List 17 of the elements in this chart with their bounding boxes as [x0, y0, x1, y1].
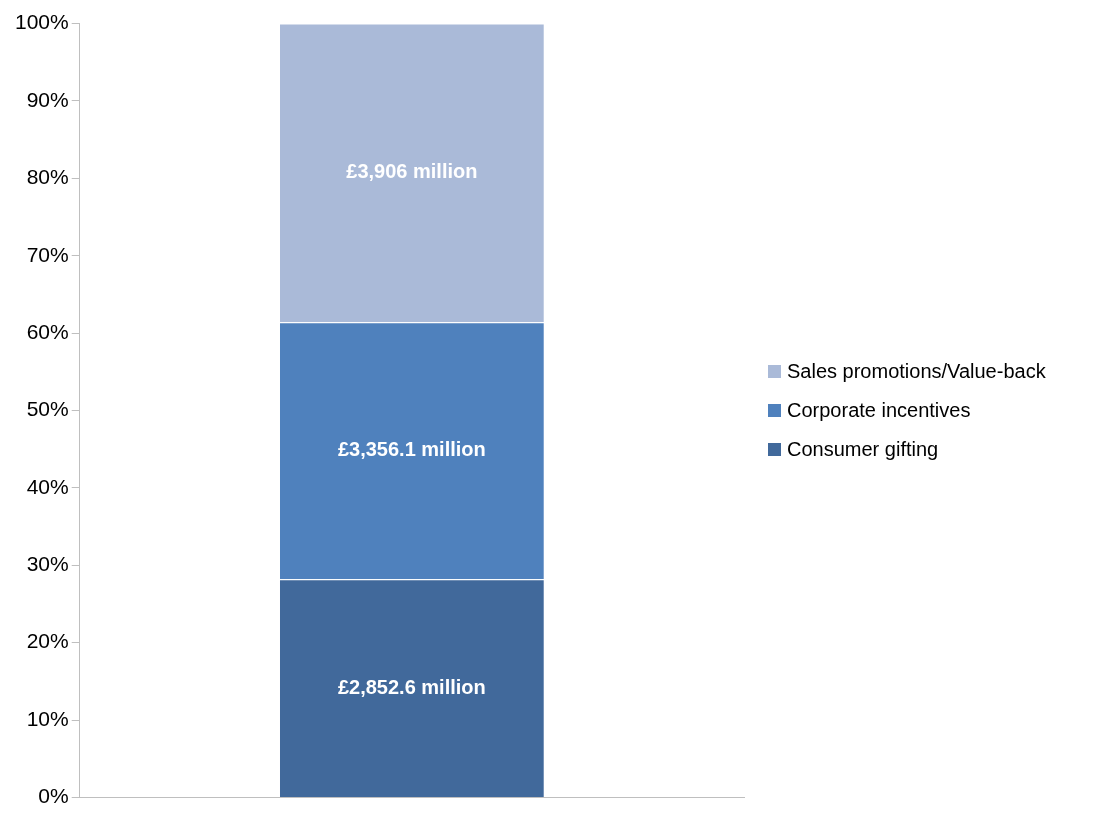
y-tick-label: 50% — [26, 397, 69, 421]
y-tick-label: 60% — [26, 319, 69, 343]
y-tick-label: 70% — [26, 242, 69, 266]
annotation: £3,356.1 million — [337, 438, 486, 461]
y-tick-label: 20% — [26, 629, 69, 653]
y-tick-label: 80% — [26, 165, 69, 189]
annotation: £3,906 million — [346, 160, 478, 183]
y-tick-label: 0% — [38, 784, 69, 808]
legend-label: Sales promotions/Value-back — [787, 360, 1046, 383]
y-tick-label: 90% — [26, 87, 69, 111]
annotation: £2,852.6 million — [337, 675, 486, 698]
y-tick-label: 40% — [26, 474, 69, 498]
y-tick-label: 100% — [14, 10, 69, 34]
y-tick-label: 10% — [26, 706, 69, 730]
legend-label: Corporate incentives — [787, 399, 971, 422]
legend-label: Consumer gifting — [787, 438, 939, 461]
y-tick-label: 30% — [26, 552, 69, 576]
